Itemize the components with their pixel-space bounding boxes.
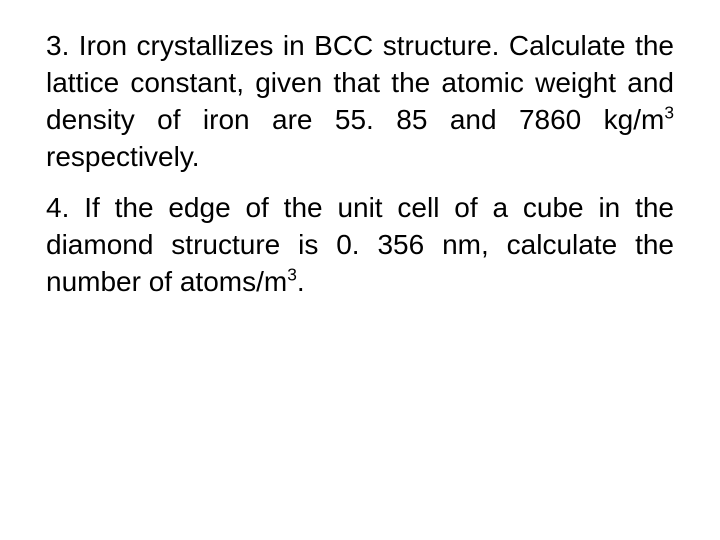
document-page: 3. Iron crystallizes in BCC structure. C… [0, 0, 720, 540]
problem-3: 3. Iron crystallizes in BCC structure. C… [46, 28, 674, 176]
problem-4: 4. If the edge of the unit cell of a cub… [46, 190, 674, 301]
